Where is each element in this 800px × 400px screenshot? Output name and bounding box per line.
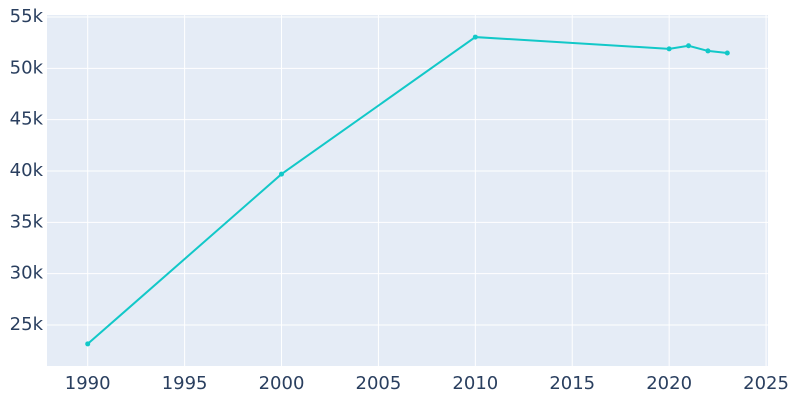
y-tick-label: 45k xyxy=(10,109,44,130)
y-tick-label: 40k xyxy=(10,160,44,181)
point xyxy=(279,171,285,177)
x-tick-label: 1995 xyxy=(162,373,208,394)
point xyxy=(686,43,692,49)
point xyxy=(705,48,711,54)
plot-area xyxy=(47,15,768,366)
x-tick-label: 1990 xyxy=(65,373,111,394)
x-tick-label: 2015 xyxy=(549,373,595,394)
x-tick-label: 2025 xyxy=(743,373,789,394)
y-tick-label: 55k xyxy=(10,6,44,27)
x-tick-label: 2005 xyxy=(356,373,402,394)
y-tick-label: 50k xyxy=(10,57,44,78)
point xyxy=(666,46,672,52)
x-tick-label: 2020 xyxy=(646,373,692,394)
point xyxy=(724,50,730,56)
y-tick-label: 25k xyxy=(10,314,44,335)
point xyxy=(472,34,478,40)
y-tick-label: 30k xyxy=(10,263,44,284)
x-tick-label: 2000 xyxy=(259,373,305,394)
x-tick-label: 2010 xyxy=(452,373,498,394)
y-tick-label: 35k xyxy=(10,211,44,232)
point xyxy=(85,341,91,347)
